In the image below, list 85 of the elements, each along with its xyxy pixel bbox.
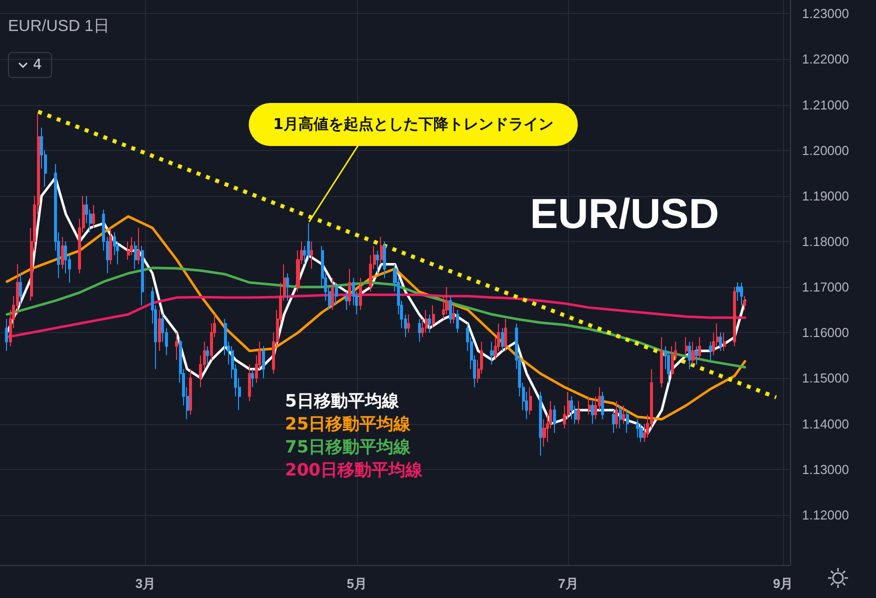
- candlestick: [175, 332, 178, 360]
- candlestick: [359, 277, 362, 310]
- candlestick: [591, 400, 594, 424]
- candlestick: [588, 396, 591, 416]
- y-tick-label: 1.20000: [802, 142, 849, 158]
- x-tick-label: 9月: [772, 576, 794, 591]
- y-tick-label: 1.19000: [802, 188, 849, 204]
- candlestick: [456, 309, 459, 334]
- x-tick-label: 5月: [346, 576, 368, 591]
- text: 200日移動平均線: [285, 460, 424, 480]
- candlestick: [671, 346, 674, 379]
- series-label: 5日移動平均線: [285, 392, 400, 412]
- candlestick: [376, 250, 379, 274]
- candlestick: [206, 346, 209, 366]
- candlestick: [688, 341, 691, 370]
- candlestick: [736, 282, 740, 302]
- candlestick: [695, 346, 698, 366]
- y-tick-label: 1.17000: [802, 280, 849, 295]
- candlestick: [639, 423, 643, 442]
- candlestick: [407, 314, 410, 334]
- candlestick: [636, 418, 639, 438]
- y-tick-label: 1.13000: [802, 462, 849, 477]
- candlestick: [539, 391, 542, 456]
- candlestick: [622, 405, 625, 424]
- candlestick: [740, 282, 743, 306]
- candlestick: [709, 341, 712, 360]
- candlestick: [189, 368, 192, 416]
- candlestick: [501, 328, 504, 352]
- candlestick: [667, 350, 670, 384]
- y-tick-label: 1.21000: [802, 97, 849, 112]
- candlestick: [428, 314, 431, 334]
- y-tick-label: 1.22000: [802, 52, 849, 67]
- candlestick: [723, 332, 726, 352]
- candlestick: [445, 286, 449, 315]
- candlestick: [331, 277, 334, 310]
- candlestick: [698, 336, 701, 360]
- y-tick-label: 1.16000: [802, 325, 849, 340]
- y-tick-label: 1.23000: [802, 6, 849, 22]
- x-tick-label: 3月: [135, 576, 156, 591]
- candlestick: [615, 400, 618, 429]
- candlestick: [248, 364, 251, 402]
- candlestick: [348, 268, 351, 306]
- candlestick: [383, 240, 386, 278]
- candlestick: [504, 318, 507, 352]
- candlestick: [449, 296, 452, 324]
- candlestick: [335, 282, 338, 306]
- candlestick: [719, 332, 722, 352]
- y-tick-label: 1.15000: [802, 370, 849, 386]
- candlestick: [570, 396, 573, 420]
- candlestick: [691, 341, 695, 366]
- x-tick-label: 7月: [558, 576, 578, 591]
- text: 25日移動平均線: [285, 414, 412, 434]
- candlestick: [743, 296, 746, 310]
- candlestick: [577, 400, 580, 424]
- candlestick: [262, 346, 265, 379]
- candlestick: [418, 318, 421, 342]
- candlestick: [251, 368, 254, 388]
- candlestick: [529, 386, 532, 416]
- y-tick-label: 1.18000: [802, 234, 849, 249]
- y-tick-label: 1.14000: [802, 416, 849, 432]
- candlestick: [685, 336, 688, 356]
- annotation: 4: [33, 57, 42, 73]
- candlestick: [601, 391, 604, 420]
- candlestick: [286, 272, 289, 302]
- candlestick: [380, 236, 383, 265]
- candlestick: [307, 222, 310, 260]
- candlestick: [432, 304, 435, 329]
- text: 75日移動平均線: [285, 438, 412, 458]
- candlestick: [452, 304, 455, 324]
- annotation: 1月高値を起点とした下降トレンドライン: [249, 102, 578, 146]
- candlestick: [626, 410, 629, 434]
- candlestick: [660, 336, 663, 388]
- y-tick-label: 1.12000: [802, 507, 849, 522]
- candlestick: [542, 418, 546, 448]
- candlestick: [612, 410, 615, 434]
- text: EUR/USD 1日: [8, 17, 110, 37]
- candlestick: [425, 309, 428, 334]
- candlestick: [553, 405, 556, 434]
- candlestick: [158, 309, 161, 352]
- candlestick: [490, 341, 494, 366]
- candlestick: [345, 291, 348, 310]
- candlestick: [733, 286, 736, 347]
- annotation: EUR/USD: [530, 190, 720, 238]
- candlestick: [310, 240, 313, 270]
- candlestick: [619, 405, 622, 429]
